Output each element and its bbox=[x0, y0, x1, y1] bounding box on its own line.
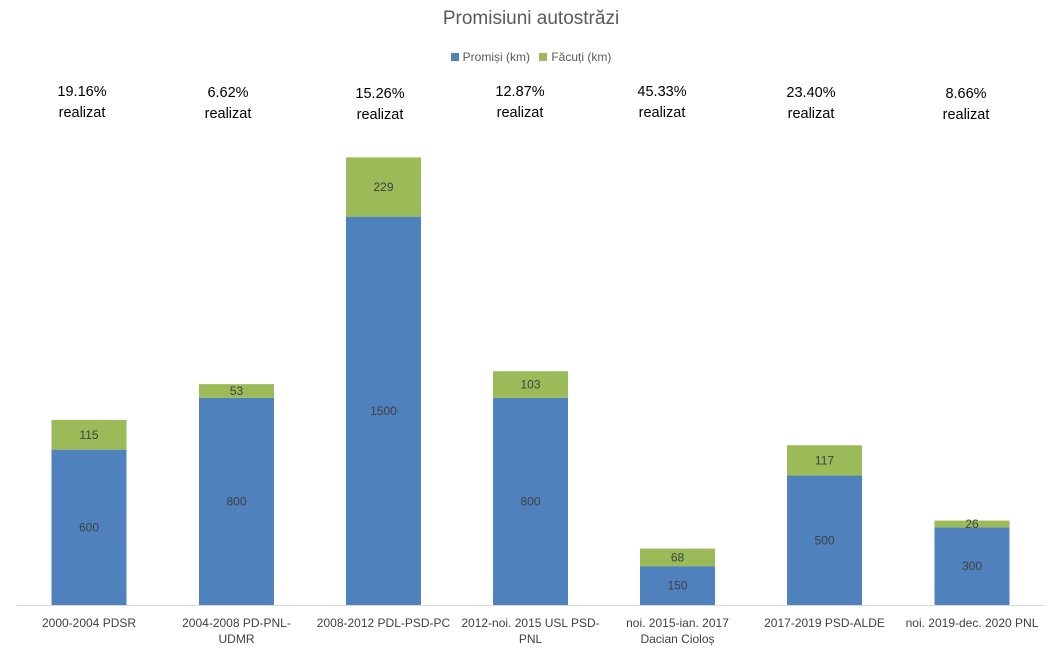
data-label-facuti-1: 53 bbox=[230, 384, 244, 398]
x-tick-label-2: 2008-2012 PDL-PSD-PC bbox=[316, 616, 451, 630]
legend-swatch-facuti bbox=[539, 53, 548, 61]
bar-facuti-0 bbox=[51, 419, 127, 450]
data-label-facuti-2: 229 bbox=[373, 180, 393, 194]
data-label-promisi-0: 600 bbox=[79, 520, 99, 534]
bar-facuti-1 bbox=[199, 384, 274, 398]
data-label-facuti-5: 117 bbox=[815, 453, 834, 467]
annotation-text: realizat bbox=[356, 107, 404, 123]
annotation-percent: 15.26% bbox=[355, 86, 405, 102]
annotation-percent: 8.66% bbox=[945, 86, 987, 102]
chart-title: Promisiuni autostrăzi bbox=[442, 8, 620, 29]
annotation-3: 12.87% realizat bbox=[460, 82, 580, 124]
annotation-percent: 23.40% bbox=[786, 85, 836, 101]
data-label-promisi-6: 300 bbox=[962, 559, 982, 573]
data-label-facuti-6: 26 bbox=[965, 517, 979, 531]
legend-label-promisi: Promiși (km) bbox=[462, 50, 530, 64]
legend: Promiși (km) Făcuți (km) bbox=[0, 50, 1062, 64]
bar-facuti-3 bbox=[493, 371, 568, 398]
bar-facuti-4 bbox=[640, 548, 715, 567]
data-label-promisi-5: 500 bbox=[814, 533, 834, 547]
annotation-text: realizat bbox=[204, 106, 252, 122]
bar-facuti-2 bbox=[346, 157, 421, 217]
x-tick-label-1: 2004-2008 PD-PNL-UDMR bbox=[182, 616, 291, 646]
annotation-1: 6.62% realizat bbox=[168, 83, 288, 125]
legend-label-facuti: Făcuți (km) bbox=[551, 50, 612, 64]
legend-swatch-promisi bbox=[450, 53, 459, 61]
annotation-percent: 45.33% bbox=[637, 84, 687, 100]
legend-item-facuti: Făcuți (km) bbox=[539, 50, 611, 64]
x-tick-label-5: 2017-2019 PSD-ALDE bbox=[764, 616, 885, 630]
data-label-facuti-3: 103 bbox=[520, 378, 540, 392]
bar-promisi-5 bbox=[787, 475, 862, 605]
x-tick-label-3: 2012-noi. 2015 USL PSD-PNL bbox=[461, 616, 600, 646]
annotation-percent: 12.87% bbox=[495, 84, 545, 100]
annotation-text: realizat bbox=[942, 107, 990, 123]
data-label-facuti-4: 68 bbox=[671, 550, 685, 564]
data-label-promisi-2: 1500 bbox=[370, 404, 397, 418]
bar-facuti-6 bbox=[934, 520, 1010, 528]
annotation-percent: 19.16% bbox=[57, 84, 107, 100]
annotation-text: realizat bbox=[496, 105, 544, 121]
bar-promisi-2 bbox=[346, 216, 421, 605]
annotation-6: 8.66% realizat bbox=[906, 84, 1026, 126]
x-tick-label-0: 2000-2004 PDSR bbox=[41, 616, 137, 630]
legend-item-promisi: Promiși (km) bbox=[450, 50, 530, 64]
annotation-percent: 6.62% bbox=[207, 85, 249, 101]
bar-promisi-6 bbox=[934, 527, 1010, 605]
bar-promisi-0 bbox=[51, 449, 127, 605]
data-label-promisi-4: 150 bbox=[667, 579, 687, 593]
annotation-text: realizat bbox=[58, 105, 106, 121]
data-label-promisi-1: 800 bbox=[226, 494, 246, 508]
bar-promisi-4 bbox=[640, 566, 715, 605]
annotation-text: realizat bbox=[787, 106, 835, 122]
bar-promisi-1 bbox=[199, 397, 274, 605]
x-tick-label-4: noi. 2015-ian. 2017 Dacian Cioloș bbox=[626, 616, 729, 646]
annotation-4: 45.33% realizat bbox=[602, 82, 722, 124]
bar-facuti-5 bbox=[787, 445, 862, 476]
annotation-2: 15.26% realizat bbox=[320, 84, 440, 126]
bar-promisi-3 bbox=[493, 397, 568, 605]
data-label-promisi-3: 800 bbox=[520, 494, 540, 508]
data-label-facuti-0: 115 bbox=[79, 428, 98, 442]
x-tick-label-6: noi. 2019-dec. 2020 PNL bbox=[905, 616, 1039, 630]
annotation-5: 23.40% realizat bbox=[751, 83, 871, 125]
annotation-0: 19.16% realizat bbox=[22, 82, 142, 124]
annotation-text: realizat bbox=[638, 105, 686, 121]
